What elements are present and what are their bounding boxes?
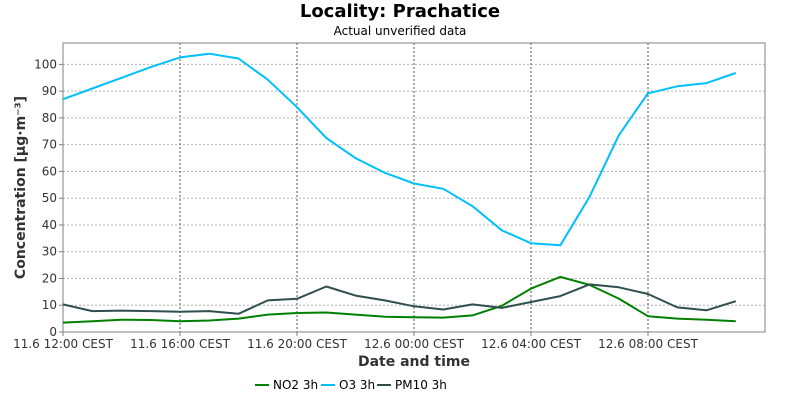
y-tick-label: 90 bbox=[42, 84, 57, 98]
y-axis-title: Concentration [µg·m⁻³] bbox=[13, 96, 29, 279]
series-line bbox=[62, 283, 737, 315]
y-tick-label: 40 bbox=[42, 218, 57, 232]
y-tick-label: 70 bbox=[42, 138, 57, 152]
y-tick-label: 10 bbox=[42, 298, 57, 312]
y-tick-label: 100 bbox=[34, 57, 57, 71]
y-tick-label: 60 bbox=[42, 164, 57, 178]
x-tick-label: 11.6 16:00 CEST bbox=[130, 337, 231, 351]
plot-border bbox=[62, 42, 766, 333]
y-tick-label: 80 bbox=[42, 111, 57, 125]
x-tick-label: 12.6 08:00 CEST bbox=[598, 337, 699, 351]
y-tick-label: 30 bbox=[42, 245, 57, 259]
series-line bbox=[62, 52, 737, 247]
chart-subtitle: Actual unverified data bbox=[333, 24, 467, 38]
legend-label: O3 3h bbox=[339, 378, 375, 392]
y-tick-label: 20 bbox=[42, 271, 57, 285]
x-tick-label: 12.6 04:00 CEST bbox=[481, 337, 582, 351]
x-tick-label: 11.6 12:00 CEST bbox=[13, 337, 114, 351]
x-tick-label: 12.6 00:00 CEST bbox=[364, 337, 465, 351]
legend-label: PM10 3h bbox=[395, 378, 447, 392]
x-tick-label: 11.6 20:00 CEST bbox=[247, 337, 348, 351]
x-axis-title: Date and time bbox=[358, 354, 470, 370]
y-tick-label: 50 bbox=[42, 191, 57, 205]
chart-title: Locality: Prachatice bbox=[299, 1, 501, 22]
legend-label: NO2 3h bbox=[273, 378, 318, 392]
y-tick-label: 0 bbox=[49, 325, 57, 339]
series-line bbox=[62, 275, 736, 324]
